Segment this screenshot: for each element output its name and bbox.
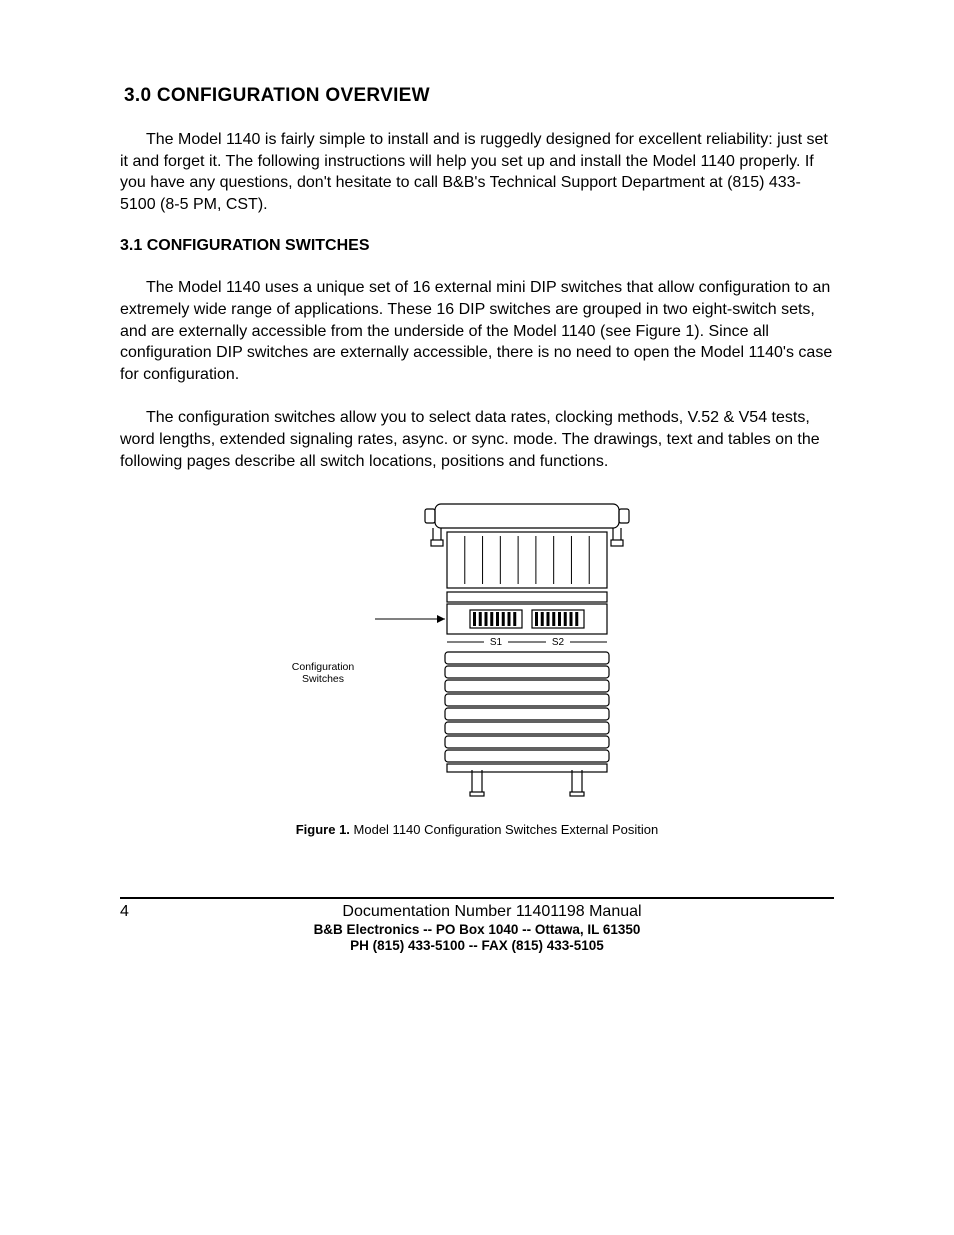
- figure-side-label: Configuration Switches: [287, 661, 359, 686]
- figure-caption: Figure 1. Model 1140 Configuration Switc…: [120, 822, 834, 837]
- footer-address: B&B Electronics -- PO Box 1040 -- Ottawa…: [120, 922, 834, 937]
- paragraph-switches-2: The configuration switches allow you to …: [120, 407, 834, 472]
- figure-side-label-line1: Configuration: [292, 661, 354, 673]
- svg-text:S2: S2: [552, 637, 565, 648]
- footer-line-doc: 4 Documentation Number 11401198 Manual: [120, 903, 834, 921]
- page-number: 4: [120, 903, 150, 921]
- section-heading: 3.0 CONFIGURATION OVERVIEW: [124, 85, 834, 107]
- device-diagram: S1 S2: [367, 494, 667, 814]
- figure-1: Configuration Switches S1 S2 Figure 1. Mo…: [120, 494, 834, 837]
- figure-caption-text: Model 1140 Configuration Switches Extern…: [350, 822, 658, 837]
- footer-rule: [120, 897, 834, 899]
- figure-caption-bold: Figure 1.: [296, 822, 350, 837]
- documentation-number: Documentation Number 11401198 Manual: [150, 903, 834, 921]
- footer-phone: PH (815) 433-5100 -- FAX (815) 433-5105: [120, 938, 834, 953]
- svg-text:S1: S1: [490, 637, 503, 648]
- subsection-heading: 3.1 CONFIGURATION SWITCHES: [120, 237, 834, 255]
- paragraph-switches-1: The Model 1140 uses a unique set of 16 e…: [120, 277, 834, 385]
- figure-side-label-line2: Switches: [302, 673, 344, 685]
- paragraph-intro: The Model 1140 is fairly simple to insta…: [120, 129, 834, 215]
